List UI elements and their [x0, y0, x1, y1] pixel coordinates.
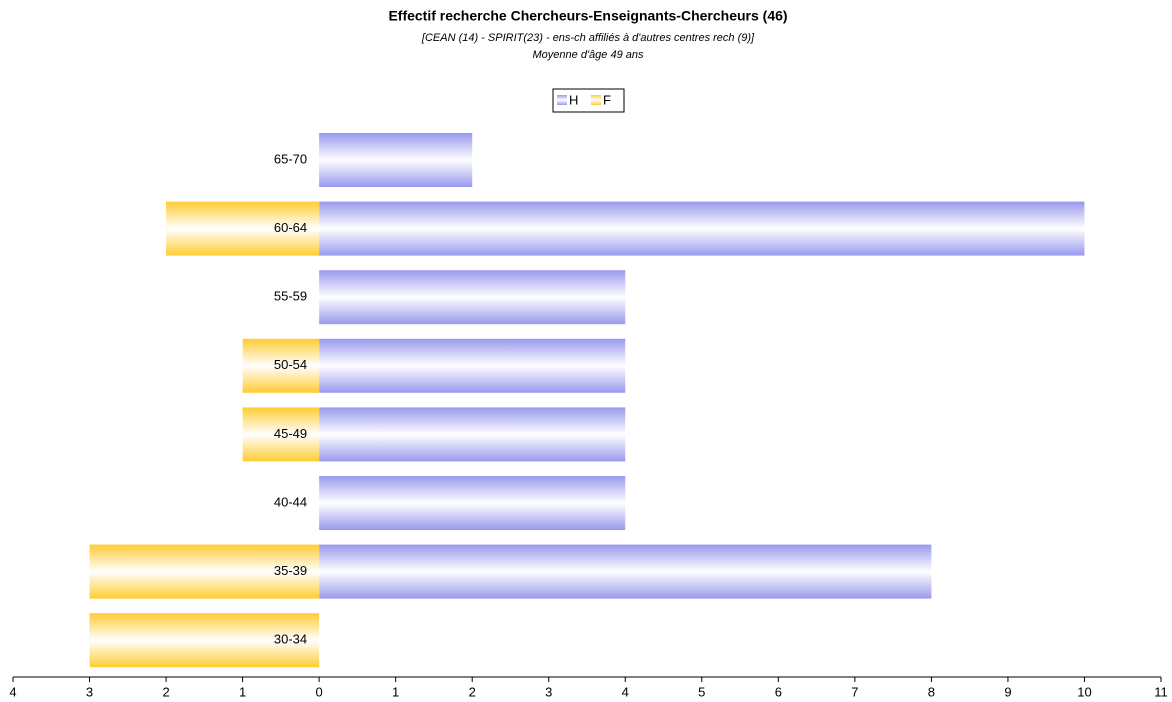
bar	[319, 270, 626, 325]
bar	[89, 544, 320, 599]
x-tick-label: 3	[545, 684, 552, 699]
bar	[242, 338, 320, 393]
category-label: 55-59	[274, 289, 307, 304]
x-tick-label: 6	[775, 684, 782, 699]
bar	[242, 407, 320, 462]
category-label: 30-34	[274, 632, 307, 647]
x-tick-label: 1	[239, 684, 246, 699]
legend-swatch	[591, 95, 601, 105]
bar	[319, 133, 473, 187]
x-tick-label: 10	[1077, 684, 1091, 699]
legend-box	[552, 88, 625, 113]
bar	[319, 407, 626, 462]
chart-title: Effectif recherche Chercheurs-Enseignant…	[388, 8, 787, 24]
x-tick-label: 3	[86, 684, 93, 699]
chart-subtitle: [CEAN (14) - SPIRIT(23) - ens-ch affilié…	[421, 32, 755, 44]
category-label: 35-39	[274, 563, 307, 578]
x-tick-label: 0	[316, 684, 323, 699]
bar	[319, 476, 626, 530]
category-label: 45-49	[274, 426, 307, 441]
x-tick-label: 4	[622, 684, 629, 699]
category-label: 65-70	[274, 151, 307, 166]
x-tick-label: 9	[1004, 684, 1011, 699]
x-tick-label: 7	[851, 684, 858, 699]
bar	[89, 613, 320, 668]
x-tick-label: 4	[9, 684, 16, 699]
legend-label: H	[569, 92, 578, 107]
x-tick-label: 1	[392, 684, 399, 699]
x-tick-label: 2	[162, 684, 169, 699]
chart-subtitle: Moyenne d'âge 49 ans	[533, 49, 644, 61]
bar	[319, 544, 932, 599]
legend-label: F	[603, 92, 611, 107]
category-label: 60-64	[274, 220, 307, 235]
x-tick-label: 5	[698, 684, 705, 699]
bar	[166, 201, 320, 256]
x-tick-label: 2	[469, 684, 476, 699]
x-tick-label: 11	[1154, 684, 1168, 699]
category-label: 40-44	[274, 494, 307, 509]
bar	[319, 338, 626, 393]
x-tick-label: 8	[928, 684, 935, 699]
category-label: 50-54	[274, 357, 307, 372]
legend-swatch	[557, 95, 567, 105]
bar	[319, 201, 1085, 256]
